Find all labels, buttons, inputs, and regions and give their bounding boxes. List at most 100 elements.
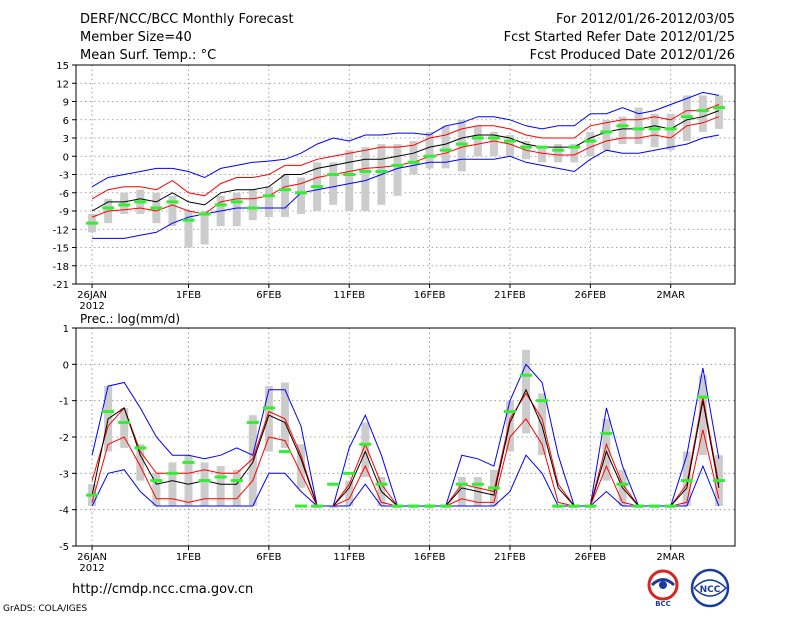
footer-url[interactable]: http://cmdp.ncc.cma.gov.cn [72,582,254,597]
temp-median-marker [503,139,516,143]
temp-median-marker [552,148,565,152]
prec-ytick-label: 0 [63,360,69,371]
prec-box [538,393,547,456]
prec-median-marker [198,479,211,483]
prec-median-marker [600,431,613,435]
prec-median-marker [520,373,533,377]
variable-label: Mean Surf. Temp.: °C [80,48,217,63]
temp-xtick-label: 1FEB [176,290,201,301]
temp-xtick-label: 2MAR [656,290,685,301]
prec-median-marker [712,479,725,483]
prec-box [264,386,273,452]
ncc-logo-ring [690,568,730,608]
temp-median-marker [664,127,677,131]
temp-box [714,95,723,129]
temp-box [168,195,177,227]
temp-box [184,211,193,248]
temp-median-marker [295,191,308,195]
temp-median-marker [648,127,661,131]
prec-median-marker [214,475,227,479]
prec-ytick-label: -4 [59,506,69,517]
member-size-label: Member Size=40 [80,30,192,45]
prec-box [280,382,289,448]
ncc-logo-text: NCC [700,585,721,595]
temp-median-marker [455,142,468,146]
prec-median-marker [487,486,500,490]
prec-xtick-label: 21FEB [494,552,526,563]
temp-box [361,147,370,211]
bcc-logo-ring [647,569,679,601]
prec-box [698,375,707,456]
prec-median-marker [568,504,581,508]
temp-box [698,95,707,132]
prec-median-marker [102,410,115,414]
fcst-started-date: Fcst Started Refer Date 2012/01/25 [503,30,735,45]
prec-median-marker [616,482,629,486]
prec-median-marker [166,471,179,475]
temp-box [264,186,273,218]
prec-ytick-label: 1 [63,324,69,335]
prec-median-marker [295,504,308,508]
temp-median-marker [407,160,420,164]
prec-median-marker [150,479,163,483]
prec-median-marker [359,442,372,446]
temp-ytick-label: 6 [63,116,69,127]
temp-ytick-label: 9 [63,98,69,109]
prec-median-marker [584,504,597,508]
temp-median-marker [423,154,436,158]
temp-series-mean [91,110,720,212]
temp-median-marker [584,139,597,143]
temp-median-marker [198,212,211,216]
temp-box [489,131,498,157]
temp-box [634,107,643,145]
prec-ytick-label: -3 [59,469,69,480]
temp-box [232,192,241,227]
prec-box [184,455,193,507]
bcc-logo-center [659,581,667,589]
temp-median-marker [391,163,404,167]
temp-frame [75,64,736,285]
prec-median-marker [503,410,516,414]
prec-median-marker [375,482,388,486]
temp-median-marker [102,206,115,210]
prec-box [120,407,129,448]
temp-xtick-label: 26FEB [575,290,607,301]
temp-box [666,113,675,151]
prec-box [168,462,177,507]
prec-median-marker [327,482,340,486]
temperature-panel: -21 -18 -15 -12 -9 -6 -3 0 3 6 9 12 15 26JAN 1FEB 6FEB 1… [53,61,736,312]
grads-credit: GrADS: COLA/IGES [3,604,88,614]
prec-box [297,444,306,488]
prec-box [345,480,354,507]
prec-xtick-label: 26FEB [575,552,607,563]
temp-median-marker [712,106,725,110]
prec-median-marker [471,482,484,486]
prec-median-marker [230,479,243,483]
prec-median-marker [182,460,195,464]
temp-box [345,150,354,211]
temp-median-marker [696,109,709,113]
prec-median-marker [278,450,291,454]
ncc-logo: NCC [690,568,730,608]
temp-box [280,174,289,218]
temp-median-marker [600,130,613,134]
temp-box [393,144,402,196]
prec-median-marker [696,395,709,399]
prec-median-marker [118,420,131,424]
temp-median-marker [471,136,484,140]
temp-box [554,144,563,163]
bcc-logo-arc [650,578,676,587]
prec-box [457,476,466,507]
temp-median-marker [520,145,533,149]
temp-xtick-label: 16FEB [414,290,446,301]
temp-median-marker [680,115,693,119]
temp-box [586,131,595,157]
prec-xtick-label: 1FEB [176,552,201,563]
temp-ytick-label: -3 [59,171,69,182]
temp-median-marker [134,200,147,204]
prec-box [216,466,225,507]
prec-box [682,451,691,507]
temp-median-marker [343,173,356,176]
temp-median-marker [278,188,291,192]
